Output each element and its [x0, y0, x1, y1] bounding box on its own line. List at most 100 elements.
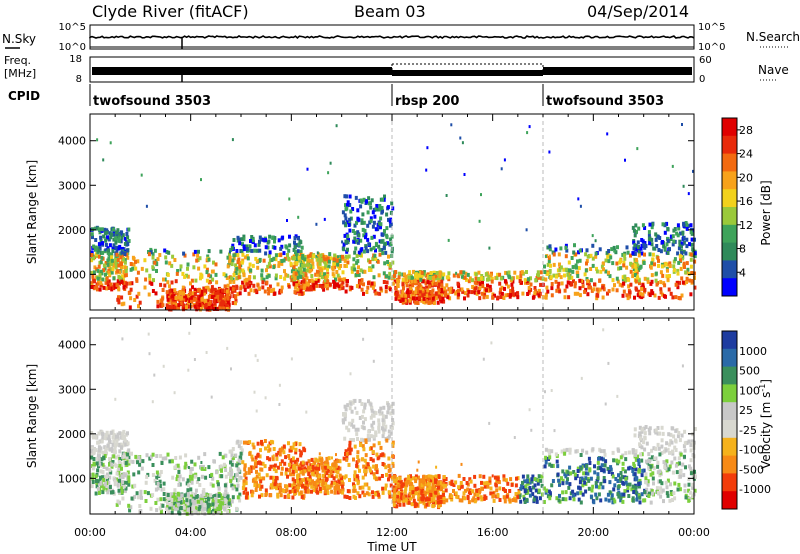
echo-cell	[129, 287, 133, 292]
echo-cell	[246, 284, 250, 289]
echo-cell	[473, 499, 477, 504]
echo-cell	[693, 251, 697, 256]
echo-cell	[442, 272, 446, 277]
echo-cell	[392, 497, 396, 502]
echo-cell	[626, 488, 630, 493]
echo-cell	[241, 268, 245, 273]
echo-cell	[346, 200, 350, 205]
echo-cell	[415, 275, 419, 280]
echo-cell	[124, 266, 127, 270]
echo-cell	[269, 464, 273, 469]
echo-cell	[426, 288, 430, 293]
echo-cell	[478, 296, 482, 301]
echo-cell	[127, 455, 131, 460]
echo-cell	[390, 249, 394, 254]
echo-cell	[151, 265, 155, 270]
echo-cell	[307, 258, 311, 263]
echo-cell	[282, 251, 286, 256]
echo-cell	[349, 401, 353, 406]
echo-cell	[460, 484, 464, 489]
echo-cell	[236, 260, 240, 265]
echo-cell	[254, 455, 258, 460]
echo-cell	[576, 274, 580, 278]
echo-cell	[595, 287, 599, 292]
echo-cell	[441, 484, 445, 489]
echo-cell	[601, 295, 605, 300]
echo-cell	[578, 286, 582, 291]
echo-cell	[689, 230, 693, 235]
echo-cell	[666, 226, 670, 231]
echo-cell	[301, 471, 305, 476]
echo-cell	[356, 427, 360, 432]
echo-cell	[510, 482, 514, 487]
echo-cell	[637, 245, 640, 249]
echo-cell	[96, 138, 99, 142]
echo-cell	[106, 258, 110, 263]
echo-cell	[297, 266, 301, 271]
echo-cell	[103, 436, 107, 440]
echo-cell	[356, 230, 360, 235]
echo-cell	[635, 260, 639, 265]
echo-cell	[296, 287, 300, 292]
echo-cell	[683, 265, 686, 269]
echo-cell	[230, 449, 234, 454]
echo-cell	[169, 292, 172, 297]
echo-cell	[299, 289, 303, 294]
echo-cell	[620, 283, 624, 288]
echo-cell	[476, 493, 480, 497]
echo-cell	[223, 483, 227, 488]
echo-cell	[115, 477, 118, 482]
echo-cell	[234, 263, 238, 268]
echo-cell	[263, 439, 267, 443]
echo-cell	[205, 278, 209, 283]
echo-cell	[668, 274, 671, 278]
echo-cell	[385, 233, 389, 238]
echo-cell	[112, 243, 116, 248]
echo-cell	[291, 495, 295, 500]
echo-cell	[273, 484, 277, 489]
echo-cell	[421, 497, 424, 502]
echo-cell	[250, 248, 254, 253]
echo-cell	[439, 494, 443, 499]
echo-cell	[231, 495, 235, 500]
echo-cell	[632, 240, 636, 245]
echo-cell	[153, 260, 157, 265]
echo-cell	[380, 239, 384, 244]
echo-cell	[374, 291, 378, 296]
echo-cell	[178, 506, 182, 510]
echo-cell	[540, 483, 544, 488]
echo-cell	[606, 254, 610, 259]
echo-cell	[446, 295, 450, 300]
echo-cell	[389, 210, 393, 215]
echo-cell	[668, 261, 672, 266]
echo-cell	[468, 491, 472, 495]
echo-cell	[335, 282, 339, 287]
echo-cell	[127, 461, 131, 466]
echo-cell	[174, 279, 178, 284]
echo-cell	[643, 276, 647, 281]
echo-cell	[236, 253, 240, 258]
echo-cell	[436, 276, 440, 281]
echo-cell	[214, 508, 218, 513]
beam-title: Beam 03	[354, 2, 426, 21]
echo-cell	[403, 298, 407, 303]
echo-cell	[420, 270, 424, 275]
echo-cell	[289, 472, 292, 477]
echo-cell	[437, 485, 440, 490]
echo-cell	[327, 468, 331, 473]
echo-cell	[372, 443, 376, 448]
echo-cell	[180, 506, 184, 510]
echo-cell	[356, 437, 359, 441]
echo-cell	[226, 283, 230, 288]
echo-cell	[117, 263, 121, 268]
echo-cell	[179, 296, 183, 301]
echo-cell	[455, 271, 458, 275]
echo-cell	[273, 239, 276, 244]
echo-cell	[299, 252, 303, 257]
echo-cell	[249, 268, 252, 273]
echo-cell	[324, 257, 327, 262]
echo-cell	[260, 439, 263, 444]
echo-cell	[422, 478, 426, 483]
echo-cell	[327, 171, 330, 175]
